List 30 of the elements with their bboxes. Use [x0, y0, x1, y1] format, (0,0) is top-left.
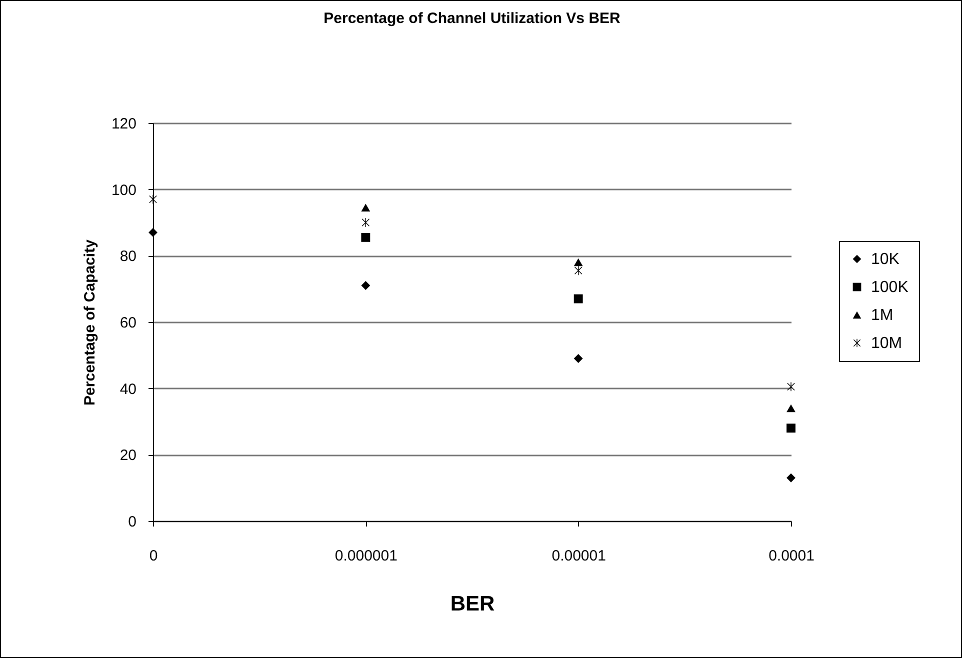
y-tick-label: 40 — [120, 380, 136, 398]
point — [786, 404, 796, 412]
point — [574, 258, 583, 266]
x-tick-label: 0.0001 — [768, 548, 814, 564]
point — [786, 473, 796, 482]
y-tick-label: 20 — [120, 447, 136, 464]
point — [148, 228, 158, 237]
legend-label: 1M — [871, 307, 894, 324]
x-tick-label: 0 — [149, 548, 158, 564]
legend-label: 100K — [871, 279, 909, 296]
x-axis-title: BER — [450, 592, 495, 616]
chart-title: Percentage of Channel Utilization Vs BER — [324, 10, 621, 27]
point — [361, 281, 370, 290]
x-tick-label: 0.000001 — [334, 548, 398, 564]
legend-label: 10K — [871, 251, 900, 268]
point — [361, 232, 370, 242]
y-tick-label: 0 — [128, 514, 136, 530]
point — [361, 204, 370, 212]
y-tick-label: 80 — [120, 248, 136, 266]
y-tick-label: 60 — [120, 314, 136, 332]
y-tick-label: 100 — [111, 182, 136, 199]
x-tick-label: 0.00001 — [552, 548, 606, 564]
point — [786, 424, 796, 433]
y-axis-title: Percentage of Capacity — [81, 238, 98, 406]
point — [574, 294, 583, 304]
y-tick-label: 120 — [111, 116, 136, 132]
legend-label: 10M — [871, 335, 902, 352]
point — [149, 194, 157, 204]
point — [787, 382, 795, 392]
point — [574, 354, 583, 363]
